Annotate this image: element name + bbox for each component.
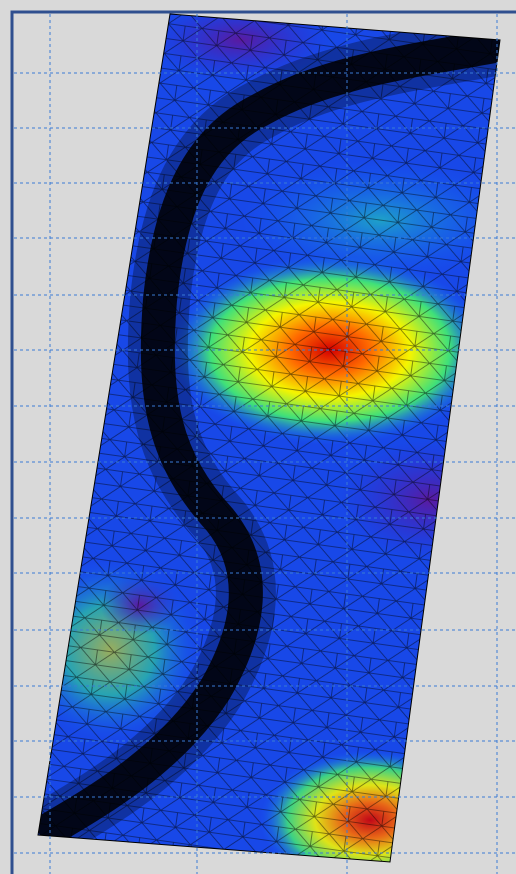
mesh-plot xyxy=(0,0,516,874)
page: (() => { const data = JSON.parse(documen… xyxy=(0,0,516,874)
